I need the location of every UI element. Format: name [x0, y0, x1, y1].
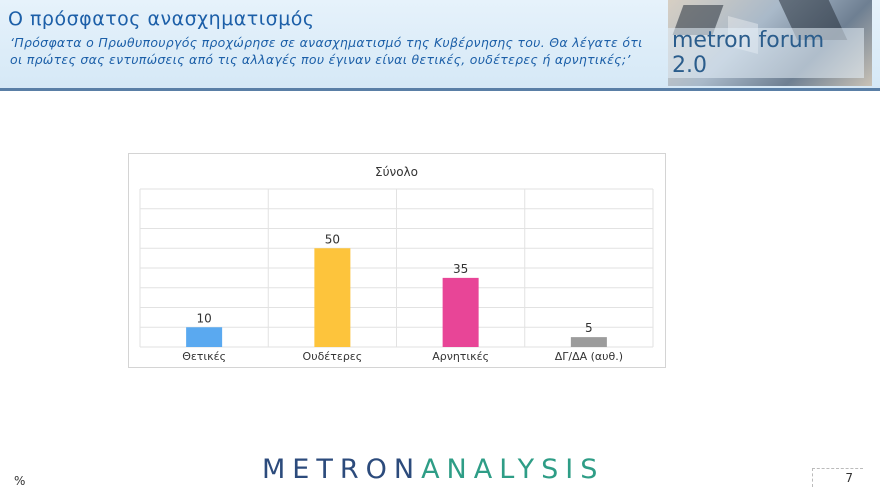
chart-container: Σύνολο 10 Θετικές 50 Ουδέτερες 35 Αρνητικές 5 ΔΓ… — [128, 153, 666, 368]
metron-analysis-brand: METRONANALYSIS — [262, 454, 604, 485]
slide-title: Ο πρόσφατος ανασχηματισμός — [8, 8, 315, 30]
bar-value-label: 5 — [585, 321, 593, 335]
slide-header: Ο πρόσφατος ανασχηματισμός ‘Πρόσφατα ο Π… — [0, 0, 880, 90]
metron-forum-logo: metron forum 2.0 — [668, 0, 872, 86]
bar — [186, 327, 223, 347]
page-number: 7 — [812, 468, 863, 487]
slide-subtitle: ‘Πρόσφατα ο Πρωθυπουργός προχώρησε σε αν… — [10, 35, 643, 67]
bar-chart: Σύνολο 10 Θετικές 50 Ουδέτερες 35 Αρνητικές 5 ΔΓ… — [139, 165, 654, 363]
category-label: Θετικές — [182, 350, 226, 363]
bar — [570, 337, 607, 347]
brand-part-analysis: ANALYSIS — [421, 454, 605, 485]
bar — [314, 248, 351, 347]
logo-text: metron forum 2.0 — [668, 28, 864, 78]
bar — [442, 277, 479, 347]
category-label: ΔΓ/ΔΑ (αυθ.) — [555, 350, 623, 363]
category-label: Ουδέτερες — [303, 350, 363, 363]
brand-part-metron: METRON — [262, 454, 422, 485]
bar-value-label: 50 — [325, 232, 340, 246]
category-label: Αρνητικές — [432, 350, 489, 363]
percent-label: % — [14, 474, 26, 488]
chart-title: Σύνολο — [375, 165, 418, 179]
header-divider — [0, 88, 880, 91]
bar-value-label: 35 — [453, 262, 468, 276]
bar-value-label: 10 — [196, 311, 211, 325]
